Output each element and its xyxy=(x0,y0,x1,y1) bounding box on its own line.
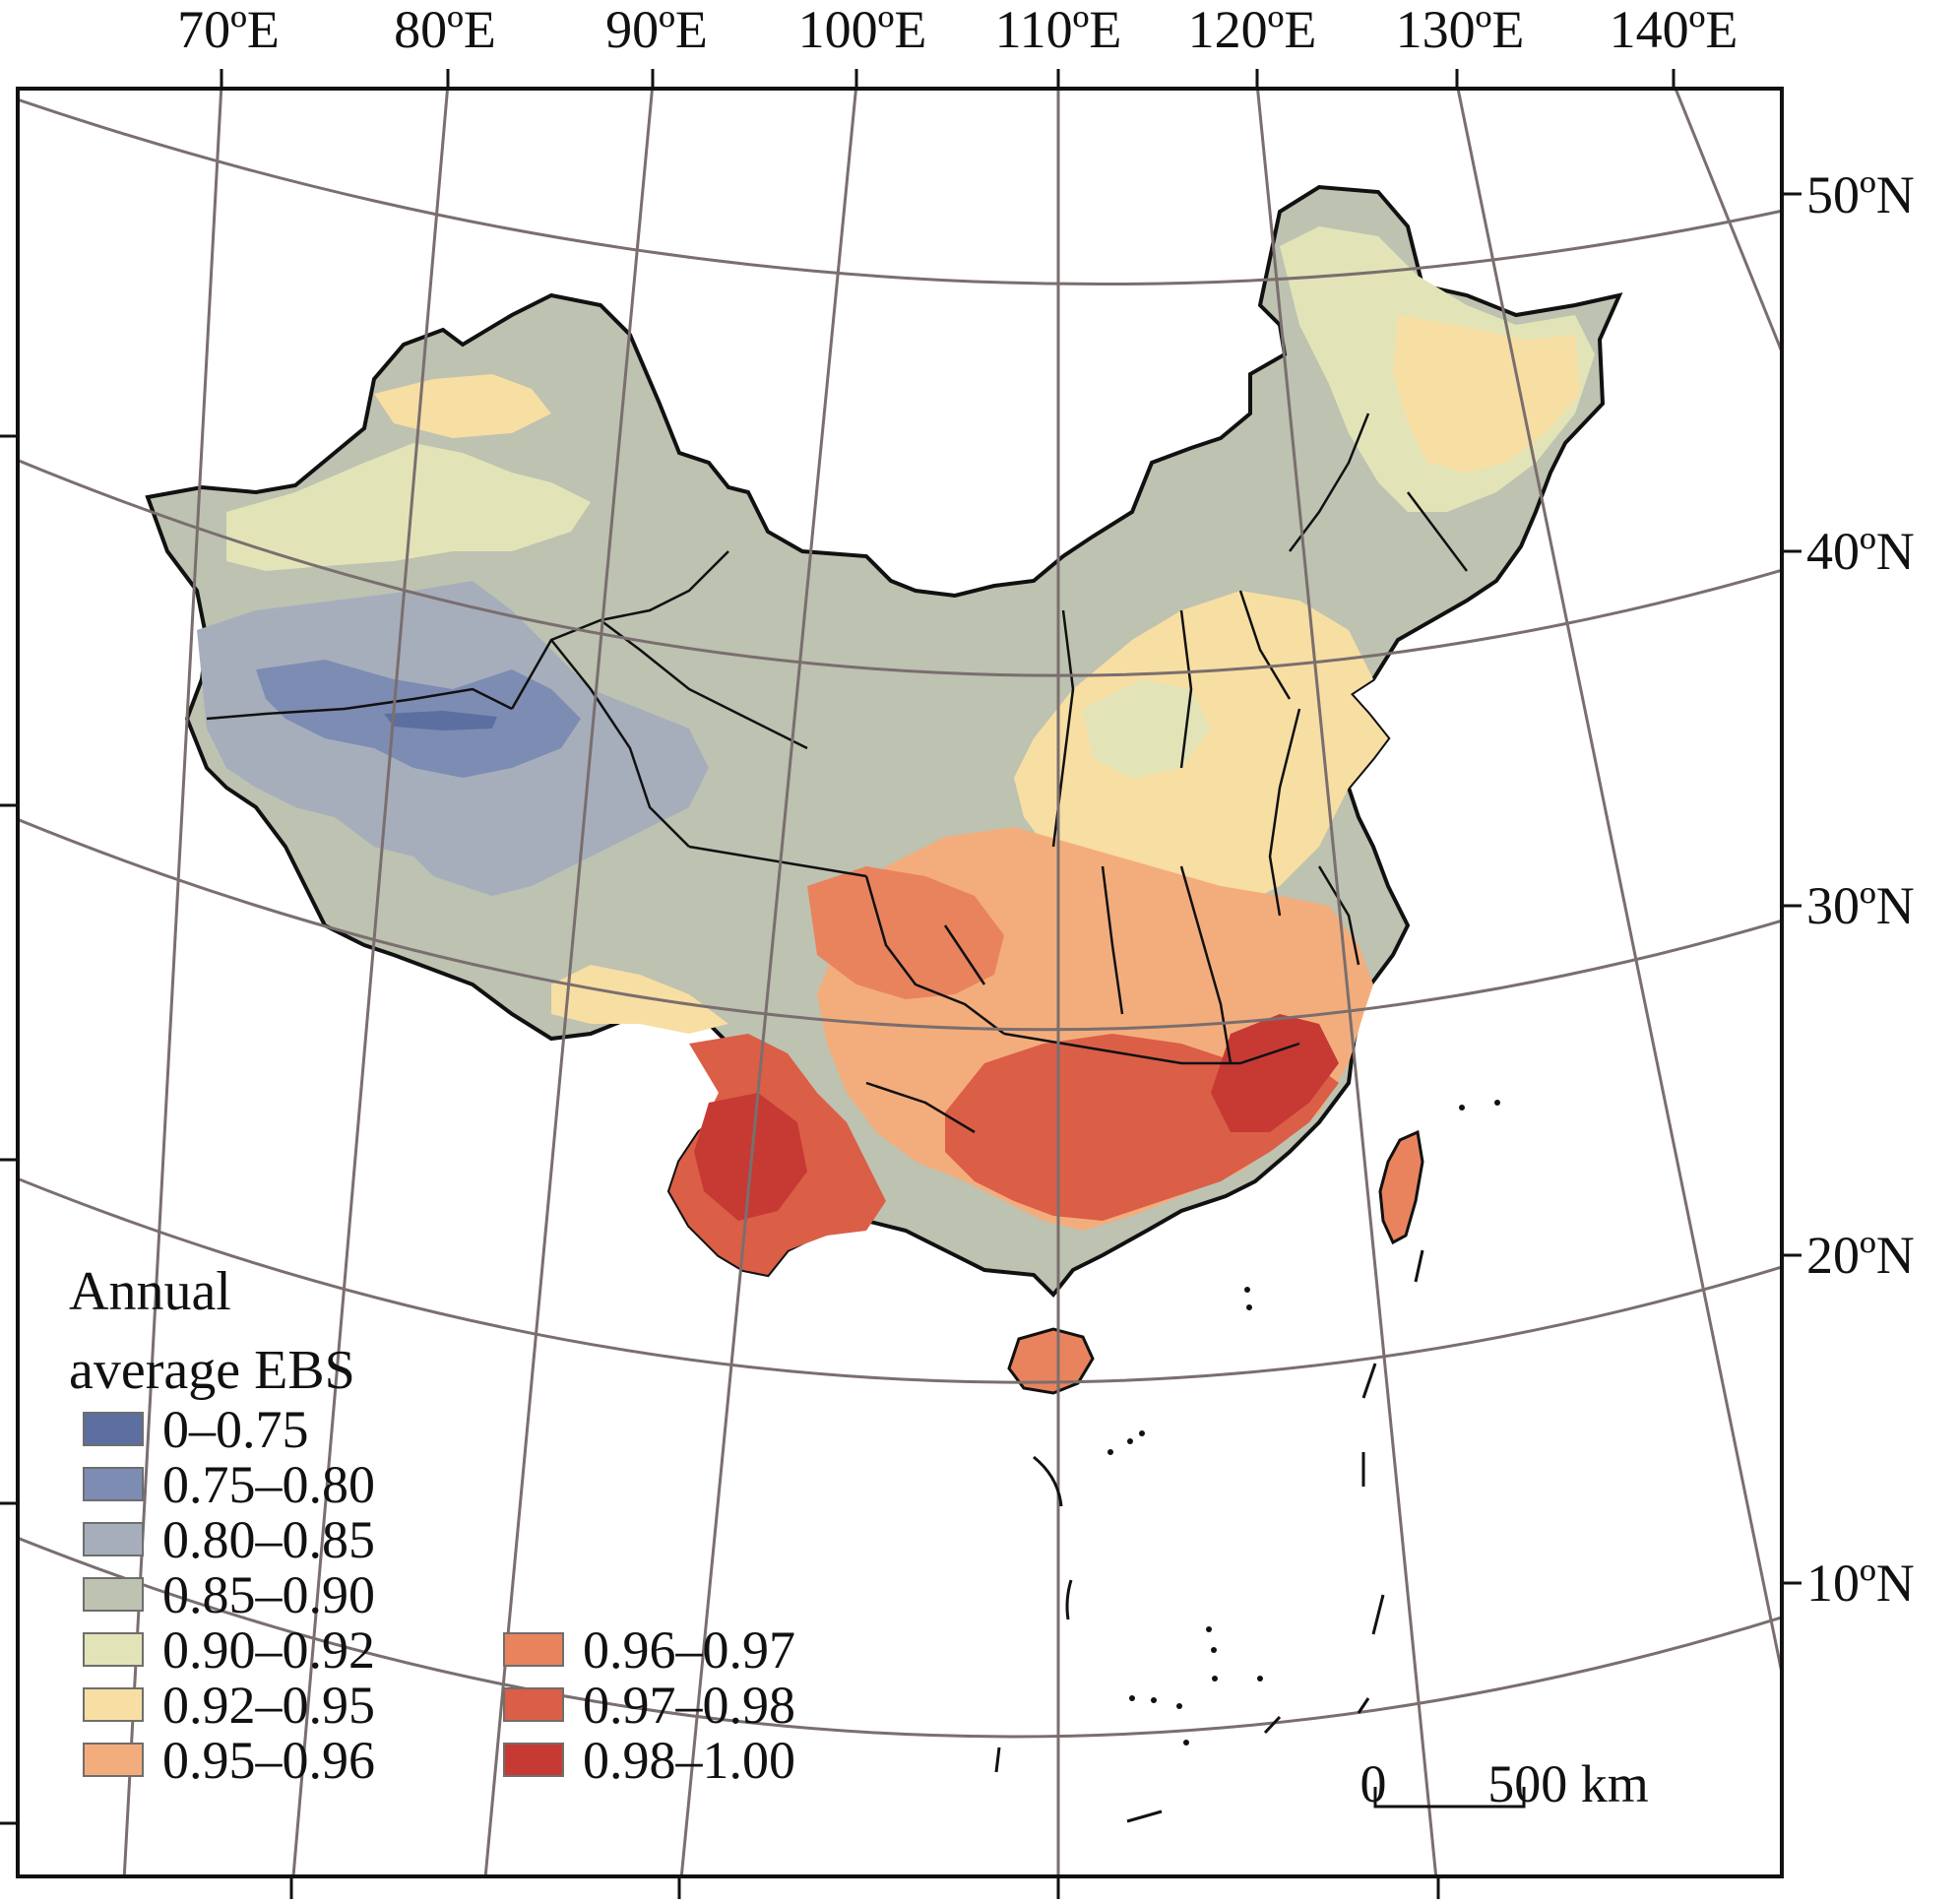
legend-item: 0.92–0.95 xyxy=(83,1676,375,1735)
lat-label: 40ºN xyxy=(1806,522,1915,581)
top-axis-labels: 70ºE 80ºE 90ºE 100ºE 110ºE 120ºE 130ºE 1… xyxy=(177,0,1738,59)
scattered-islets xyxy=(1107,1100,1500,1745)
legend-items: 0–0.750.75–0.800.80–0.850.85–0.900.90–0.… xyxy=(83,1400,795,1790)
right-axis-labels: 50ºN 40ºN 30ºN 20ºN 10ºN xyxy=(1806,165,1915,1613)
south-east-hottest xyxy=(1211,1014,1339,1132)
legend-swatch xyxy=(83,1412,144,1446)
scale-start-label: 0 xyxy=(1360,1754,1387,1813)
taiwan-island xyxy=(1378,1129,1424,1245)
legend-item: 0–0.75 xyxy=(83,1400,309,1459)
legend-item: 0.98–1.00 xyxy=(503,1731,795,1790)
parallel-50n xyxy=(18,97,1782,286)
scale-bar-line xyxy=(1373,1787,1526,1809)
plateau-edge xyxy=(551,965,728,1034)
legend-title-line2: average EBS xyxy=(69,1340,355,1401)
graticule-lines xyxy=(18,89,1782,1876)
lat-label: 10ºN xyxy=(1806,1554,1915,1613)
meridian-120e xyxy=(1255,89,1438,1876)
parallel-20n xyxy=(18,1176,1782,1384)
legend-swatch xyxy=(83,1687,144,1722)
lat-label: 50ºN xyxy=(1806,165,1915,224)
bottom-axis-ticks xyxy=(289,1876,1440,1899)
legend-label: 0.90–0.92 xyxy=(162,1620,375,1680)
meridian-100e xyxy=(679,89,858,1876)
lon-label: 80ºE xyxy=(394,0,496,59)
legend-label: 0.92–0.95 xyxy=(162,1676,375,1735)
legend-swatch xyxy=(503,1743,564,1777)
right-axis-ticks xyxy=(1782,192,1802,1585)
top-axis-ticks xyxy=(220,69,1675,89)
plateau-darkest xyxy=(384,711,497,730)
legend-swatch xyxy=(83,1577,144,1612)
lon-label: 130ºE xyxy=(1396,0,1525,59)
lon-label: 110ºE xyxy=(995,0,1122,59)
sichuan-basin xyxy=(807,866,1004,999)
legend-label: 0.75–0.80 xyxy=(162,1455,375,1514)
left-axis-ticks xyxy=(0,434,18,1825)
legend-swatch xyxy=(83,1522,144,1556)
scale-bar: 0 500 km xyxy=(1360,1754,1649,1813)
parallel-10n xyxy=(18,1536,1782,1739)
lon-label: 100ºE xyxy=(798,0,927,59)
meridian-80e xyxy=(291,89,450,1876)
map-frame xyxy=(16,87,1784,1878)
legend-swatch xyxy=(503,1632,564,1667)
lon-label: 90ºE xyxy=(605,0,708,59)
meridian-140e xyxy=(1674,89,1782,356)
legend: Annual average EBS 0–0.750.75–0.800.80–0… xyxy=(69,1261,795,1790)
scale-end-label: 500 km xyxy=(1487,1754,1649,1813)
north-west-light-zone xyxy=(226,443,591,571)
legend-item: 0.95–0.96 xyxy=(83,1731,375,1790)
legend-item: 0.85–0.90 xyxy=(83,1565,375,1624)
lon-label: 70ºE xyxy=(177,0,280,59)
legend-label: 0.97–0.98 xyxy=(583,1676,795,1735)
lon-label: 120ºE xyxy=(1188,0,1317,59)
lat-label: 30ºN xyxy=(1806,876,1915,935)
legend-swatch xyxy=(83,1632,144,1667)
parallel-40n xyxy=(18,458,1782,677)
legend-swatch xyxy=(503,1687,564,1722)
legend-label: 0.95–0.96 xyxy=(162,1731,375,1790)
legend-label: 0.96–0.97 xyxy=(583,1620,795,1680)
legend-swatch xyxy=(83,1467,144,1501)
legend-swatch xyxy=(83,1743,144,1777)
meridian-130e xyxy=(1456,89,1782,1681)
north-east-zone-warm xyxy=(1393,315,1580,473)
lon-label: 140ºE xyxy=(1610,0,1739,59)
south-china-sea-islands xyxy=(994,1249,1424,1823)
legend-label: 0.85–0.90 xyxy=(162,1565,375,1624)
map-body xyxy=(18,89,1782,1876)
legend-item: 0.96–0.97 xyxy=(503,1620,795,1680)
legend-label: 0.80–0.85 xyxy=(162,1510,375,1569)
legend-label: 0.98–1.00 xyxy=(583,1731,795,1790)
north-china-light xyxy=(1083,679,1211,778)
legend-item: 0.80–0.85 xyxy=(83,1510,375,1569)
legend-title-line1: Annual xyxy=(69,1261,231,1322)
parallel-30n xyxy=(18,817,1782,1032)
legend-item: 0.75–0.80 xyxy=(83,1455,375,1514)
legend-item: 0.97–0.98 xyxy=(503,1676,795,1735)
lat-label: 20ºN xyxy=(1806,1226,1915,1285)
meridian-90e xyxy=(483,89,655,1876)
legend-item: 0.90–0.92 xyxy=(83,1620,375,1680)
legend-label: 0–0.75 xyxy=(162,1400,309,1459)
north-china-zone xyxy=(1014,591,1388,916)
